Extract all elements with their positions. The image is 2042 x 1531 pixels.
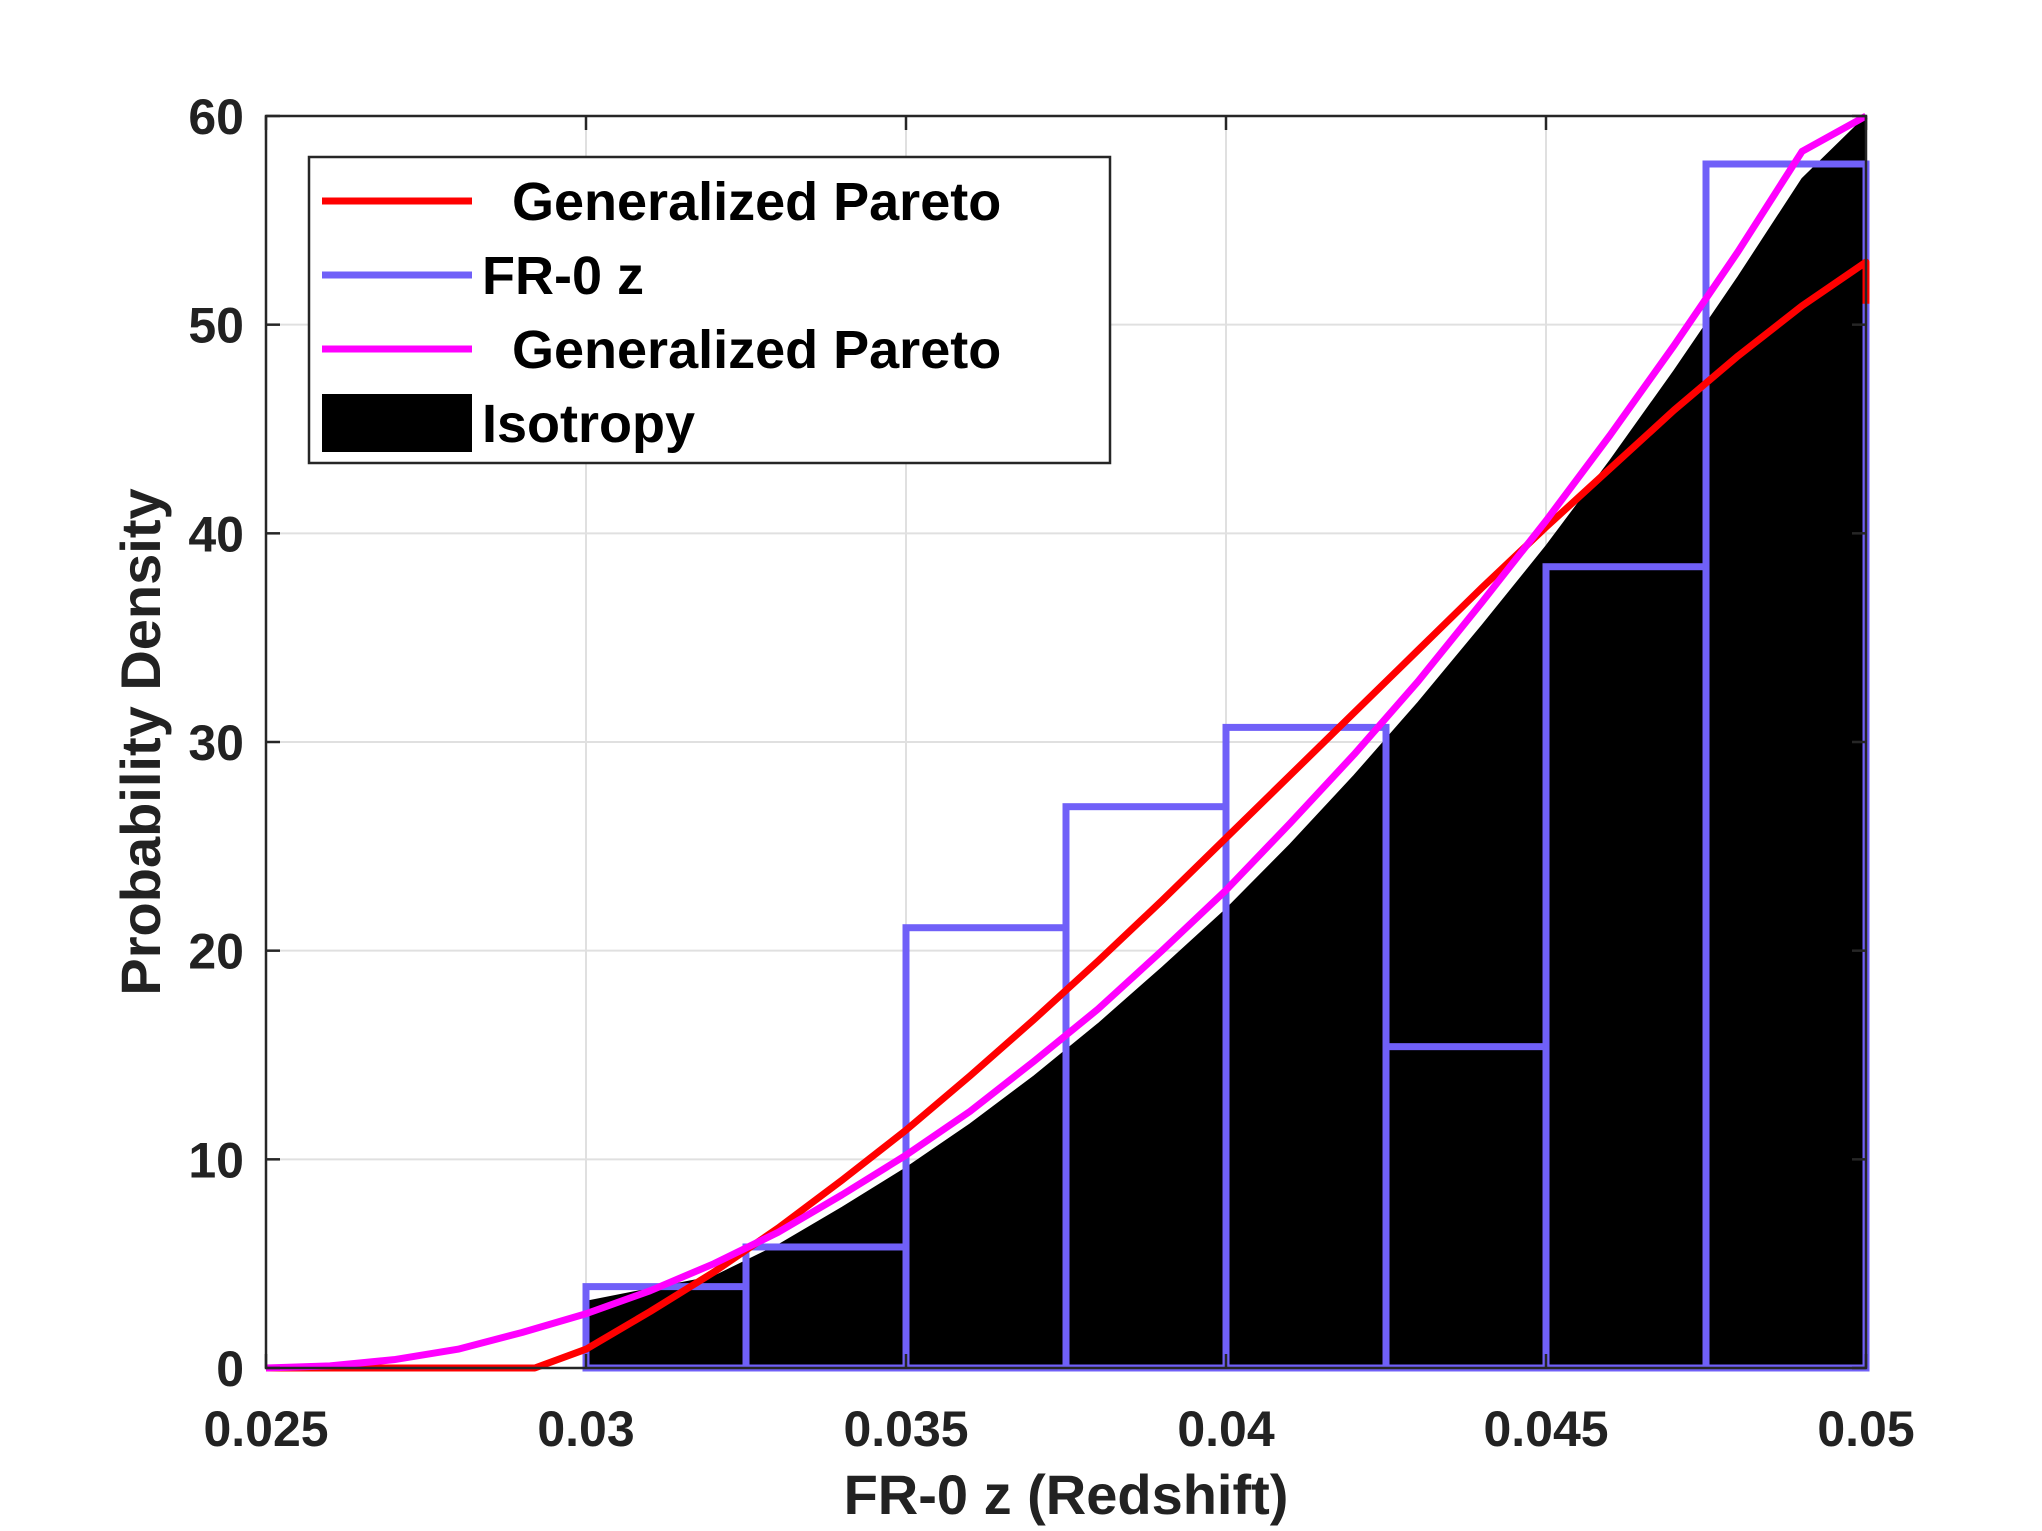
x-tick-label: 0.03 [537,1401,634,1457]
legend-label: Generalized Pareto [482,320,1001,380]
y-tick-label: 0 [216,1341,244,1397]
legend-label: Isotropy [482,394,695,454]
y-tick-label: 30 [188,715,244,771]
x-tick-label: 0.035 [843,1401,968,1457]
y-tick-label: 50 [188,298,244,354]
legend-label: Generalized Pareto [482,172,1001,232]
x-tick-label: 0.04 [1177,1401,1275,1457]
fit-lines-layer [265,112,1870,1372]
axis-ticks [264,114,1868,1370]
legend-label: FR-0 z [482,246,644,306]
y-tick-label: 60 [188,89,244,145]
x-tick-label: 0.025 [203,1401,328,1457]
x-tick-labels: 0.025 0.03 0.035 0.04 0.045 0.05 [203,1401,1914,1457]
y-tick-label: 40 [188,506,244,562]
legend: Generalized Pareto FR-0 z Generalized Par… [307,155,1112,465]
y-tick-label: 20 [188,924,244,980]
x-axis-title: FR-0 z (Redshift) [844,1463,1289,1526]
y-tick-labels: 0 10 20 30 40 50 60 [188,89,244,1397]
y-axis-title: Probability Density [109,488,172,995]
y-tick-label: 10 [188,1132,244,1188]
legend-swatch-isotropy [322,394,472,452]
x-tick-label: 0.045 [1483,1401,1608,1457]
generalized-pareto-magenta-line [265,112,1868,1372]
x-tick-label: 0.05 [1817,1401,1914,1457]
generalized-pareto-red-line [266,258,1870,1372]
